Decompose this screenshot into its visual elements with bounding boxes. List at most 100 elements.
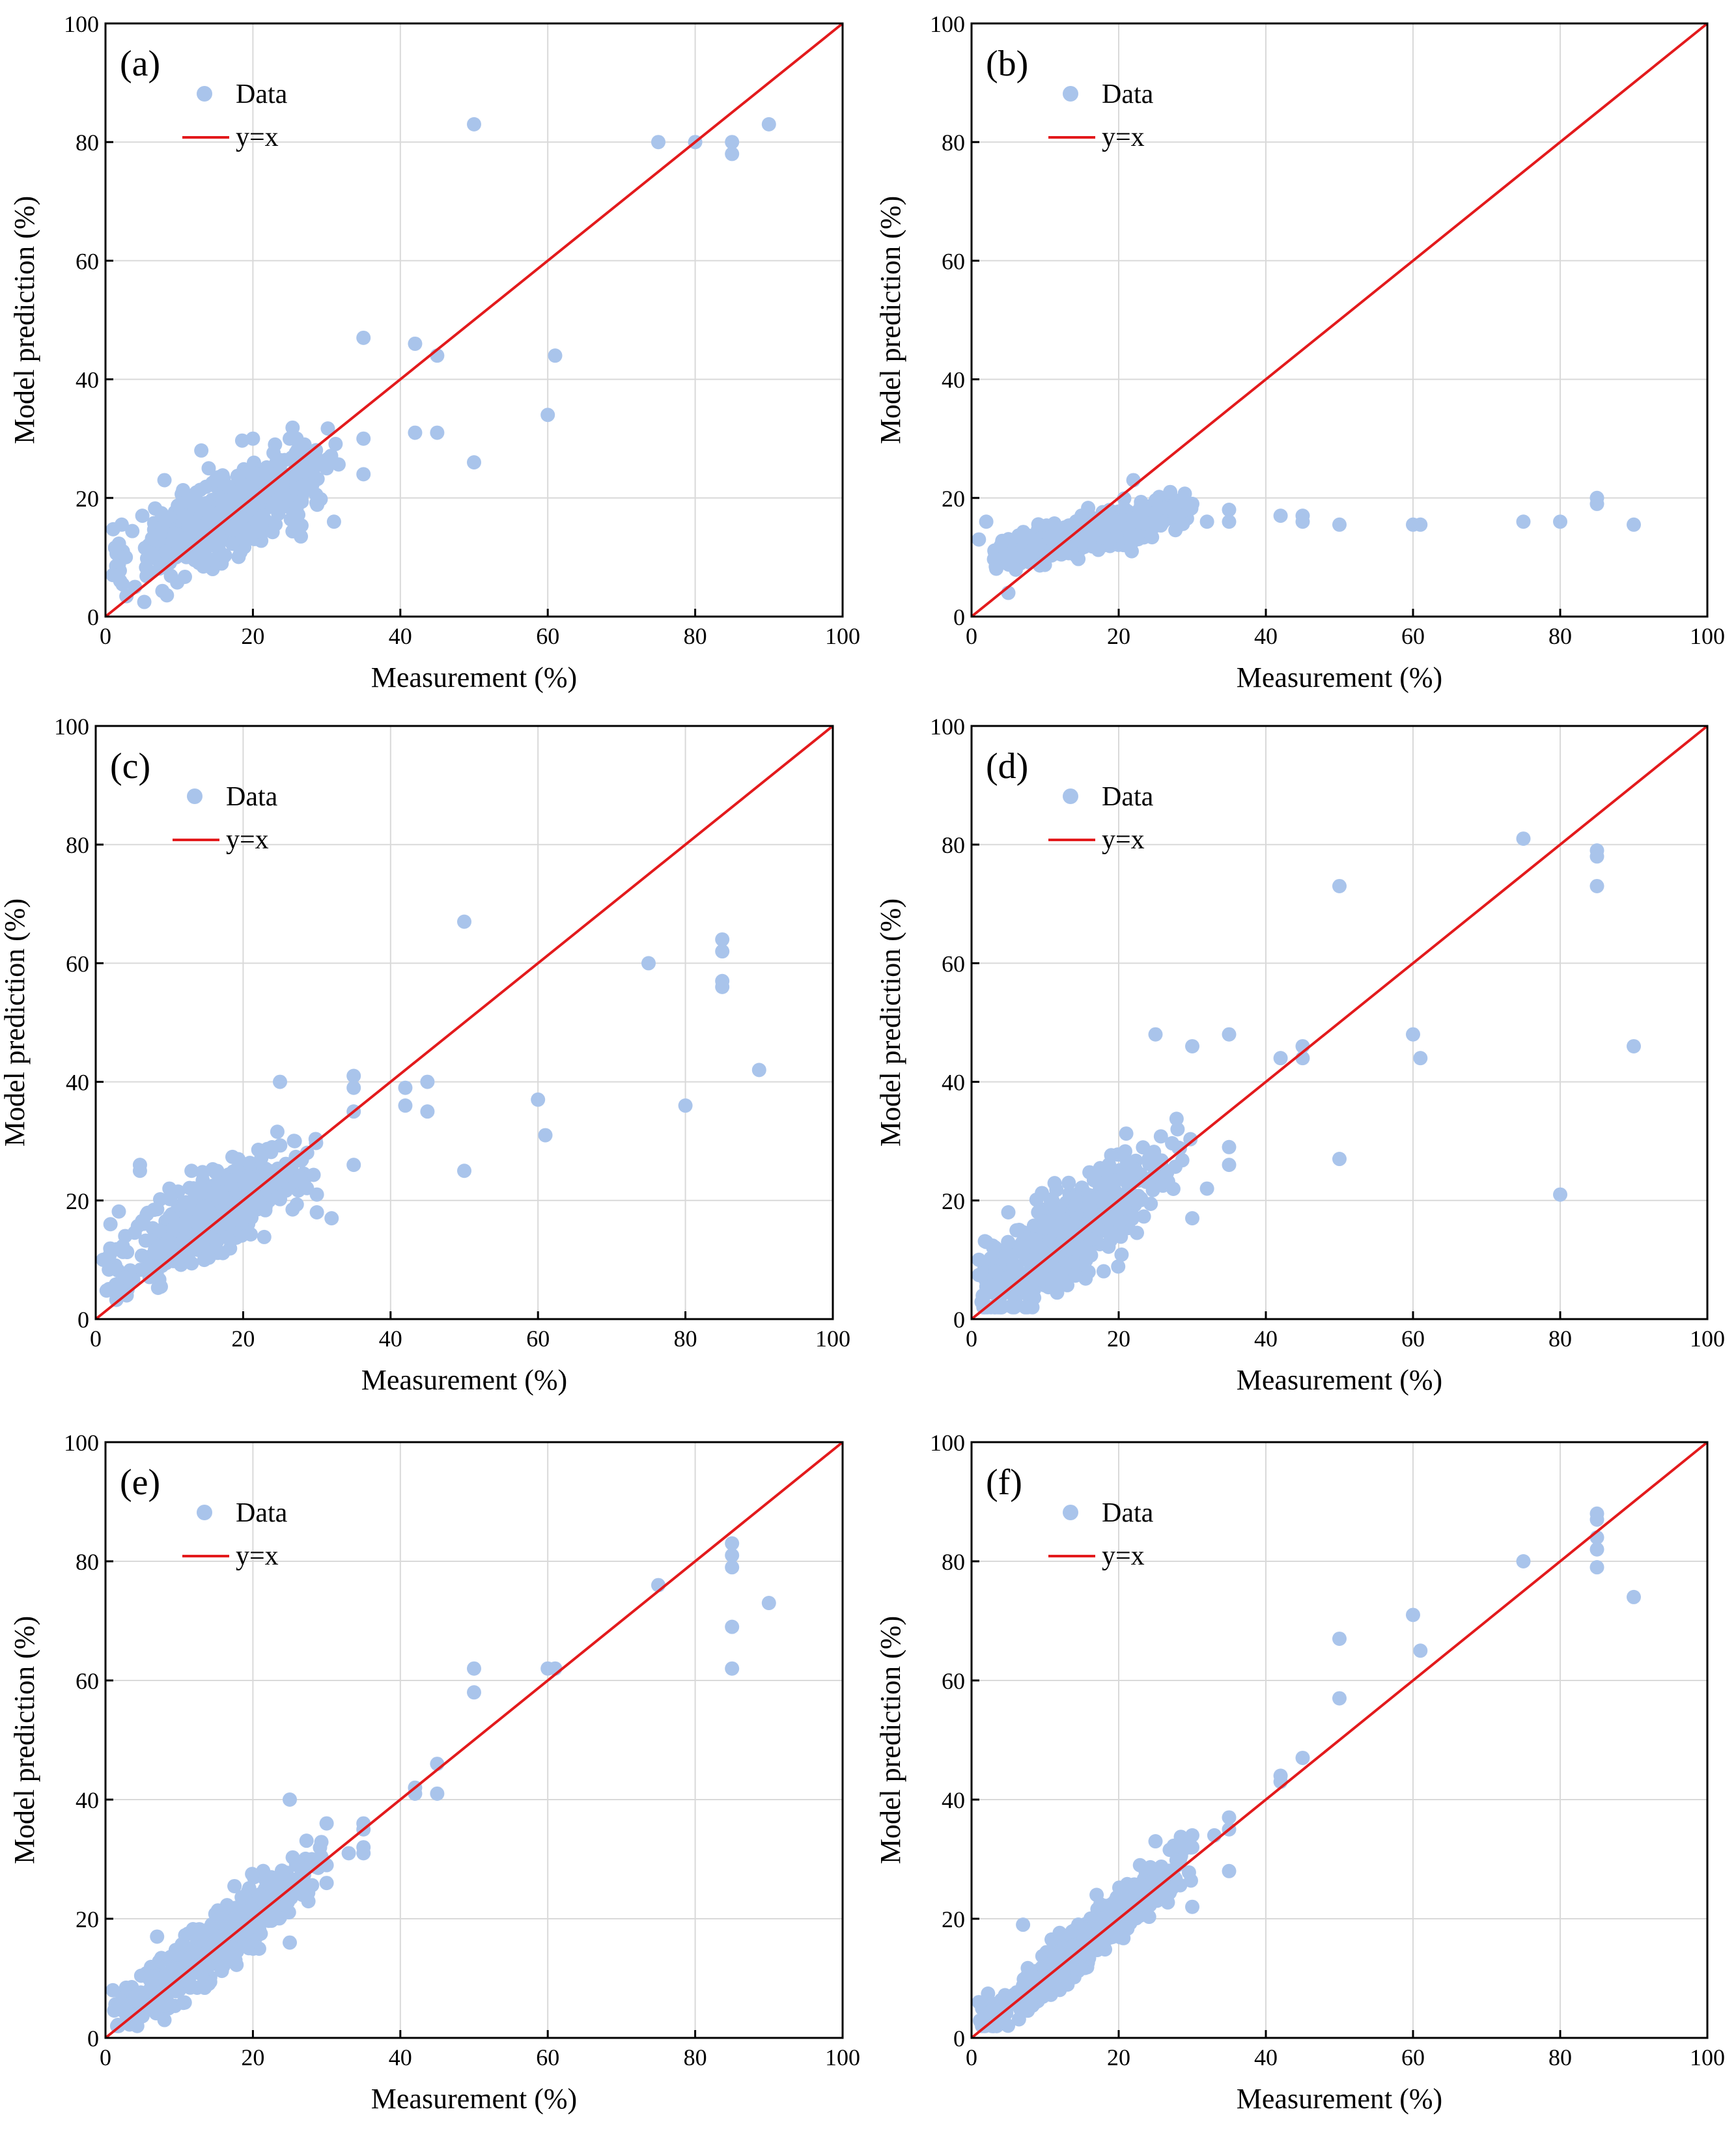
data-point <box>972 1252 987 1267</box>
data-point <box>978 1287 993 1302</box>
data-point <box>972 1268 987 1283</box>
data-point <box>177 1995 192 2010</box>
data-point <box>531 1092 546 1107</box>
x-tick-label: 40 <box>379 1326 402 1352</box>
data-point <box>145 546 160 561</box>
x-tick-label: 20 <box>1107 1326 1130 1352</box>
data-point <box>1627 1589 1641 1604</box>
x-axis-label: Measurement (%) <box>1237 2083 1442 2115</box>
y-tick-label: 40 <box>66 1070 89 1096</box>
data-point <box>96 1252 111 1267</box>
x-tick-label: 40 <box>389 2044 412 2070</box>
legend-data-label: Data <box>236 79 288 109</box>
x-tick-label: 20 <box>1107 2044 1130 2070</box>
x-tick-label: 0 <box>90 1326 102 1352</box>
legend-data-label: Data <box>1102 79 1154 109</box>
plot-frame <box>104 22 844 618</box>
x-tick-label: 100 <box>1690 2044 1725 2070</box>
legend-line-label: y=x <box>1102 1541 1145 1571</box>
data-point <box>1001 1205 1016 1220</box>
data-point <box>240 1938 255 1953</box>
y-tick-label: 60 <box>942 951 965 977</box>
data-point <box>154 1954 169 1969</box>
data-point <box>157 473 172 488</box>
data-point <box>309 1187 324 1202</box>
y-axis-label: Model prediction (%) <box>875 1616 906 1864</box>
y-tick-label: 0 <box>953 1307 965 1333</box>
x-axis-label: Measurement (%) <box>361 1364 567 1396</box>
data-point <box>1413 1643 1428 1658</box>
data-point <box>1163 484 1178 499</box>
data-point <box>715 979 730 994</box>
y-tick-label: 80 <box>942 1549 965 1575</box>
data-point <box>1031 517 1046 532</box>
y-axis-label: Model prediction (%) <box>0 898 31 1147</box>
data-point <box>111 1204 126 1219</box>
data-point <box>113 1995 128 2010</box>
legend: Data y=x <box>1048 79 1154 152</box>
data-point <box>189 485 204 500</box>
data-point <box>1037 1221 1052 1236</box>
data-point <box>178 1972 193 1987</box>
y-tick-label: 80 <box>66 832 89 858</box>
data-point <box>233 488 248 503</box>
data-point <box>244 1170 259 1185</box>
data-point <box>188 1214 203 1229</box>
data-point <box>1199 1181 1214 1196</box>
data-point <box>272 1911 287 1926</box>
data-point <box>182 1180 197 1195</box>
data-point <box>178 1195 193 1210</box>
data-point <box>356 1846 371 1861</box>
data-point <box>103 1217 118 1232</box>
reference-line-y-equals-x <box>94 725 834 1320</box>
y-tick-label: 20 <box>76 1906 99 1932</box>
data-point <box>290 1871 305 1886</box>
data-point <box>1185 1211 1199 1226</box>
data-point <box>1295 1750 1310 1765</box>
data-point <box>1222 1139 1237 1154</box>
data-point <box>107 540 122 555</box>
x-tick-label: 60 <box>1401 623 1425 649</box>
data-point <box>1052 1983 1067 1998</box>
data-point <box>273 1074 287 1089</box>
data-point <box>1128 1911 1143 1926</box>
data-point <box>1061 1175 1076 1190</box>
y-axis-label: Model prediction (%) <box>875 898 906 1147</box>
data-point <box>203 1206 218 1221</box>
y-tick-label: 80 <box>942 832 965 858</box>
data-point <box>1149 1865 1164 1880</box>
reference-line-y-equals-x <box>970 1441 1709 2039</box>
data-point <box>162 1181 177 1196</box>
data-point <box>1016 1917 1031 1932</box>
data-point <box>288 1173 303 1188</box>
data-point <box>1049 1277 1064 1292</box>
x-tick-label: 80 <box>684 623 707 649</box>
data-point <box>1031 537 1046 552</box>
data-point <box>1079 1253 1094 1268</box>
data-point <box>1068 1268 1083 1283</box>
data-point <box>195 1165 210 1180</box>
data-point <box>299 1833 314 1848</box>
data-point <box>994 538 1009 553</box>
y-tick-label: 20 <box>66 1188 89 1214</box>
y-tick-label: 60 <box>76 248 99 274</box>
x-tick-label: 100 <box>1690 623 1725 649</box>
data-point <box>195 1237 210 1252</box>
y-tick-label: 20 <box>76 486 99 512</box>
legend-data-marker <box>197 1505 212 1520</box>
data-point <box>1147 1145 1162 1160</box>
data-point <box>154 1279 169 1294</box>
x-tick-label: 0 <box>966 2044 977 2070</box>
x-tick-label: 0 <box>966 1326 977 1352</box>
x-tick-label: 80 <box>1548 2044 1572 2070</box>
data-point <box>1185 496 1199 511</box>
x-axis-label: Measurement (%) <box>371 662 577 693</box>
data-point <box>1222 1810 1237 1825</box>
data-point <box>1553 514 1567 529</box>
legend-data-marker <box>187 788 203 804</box>
data-point <box>1009 1996 1024 2011</box>
data-point <box>289 501 304 516</box>
data-point <box>221 479 236 494</box>
data-point <box>326 514 341 529</box>
data-point <box>309 443 324 458</box>
